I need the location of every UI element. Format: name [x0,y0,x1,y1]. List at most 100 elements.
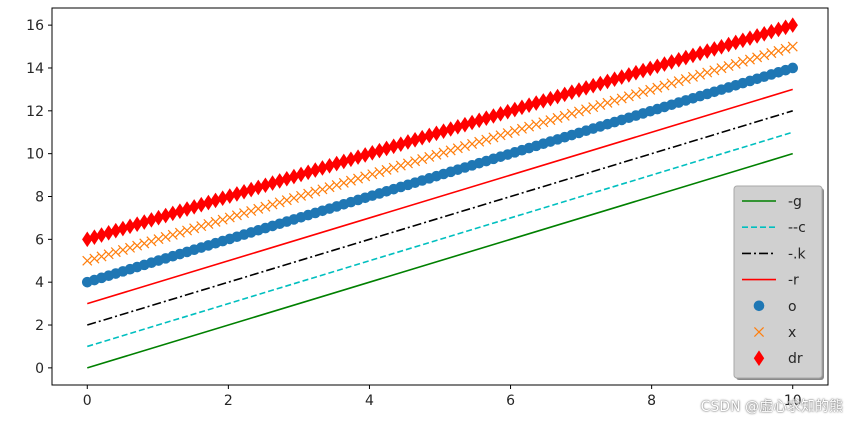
data-point [659,80,670,91]
legend-handle [753,350,765,366]
data-point [224,212,235,223]
data-point [566,84,578,101]
data-point [759,50,770,61]
data-point [680,73,691,85]
legend: -g --c -.k -r ox dr [733,185,824,380]
data-point [395,160,406,171]
data-point [502,128,513,139]
data-point [402,158,413,169]
data-point [695,69,706,80]
series-line-k [87,110,793,326]
data-point [538,117,549,128]
data-point [666,54,677,70]
y-tick-label: 6 [35,232,44,248]
data-point [488,132,499,143]
data-point [139,238,150,249]
data-point [103,225,114,241]
data-point [673,76,684,87]
data-point [274,173,285,189]
data-point [203,194,214,211]
legend-handle [753,326,765,338]
data-point [331,180,342,191]
data-point [424,127,435,144]
data-point [445,121,456,137]
data-point [381,140,392,157]
data-point [730,34,741,51]
data-point [267,199,278,210]
data-point [288,168,300,185]
y-tick-label: 12 [26,104,44,120]
data-point [616,93,627,104]
data-point [773,45,784,56]
axis-ticks: 0 2 4 6 8 10 0 2 4 6 8 10 12 14 16 [26,18,801,409]
data-point [687,71,698,82]
data-point [530,95,542,111]
data-point [295,166,307,183]
data-point [132,240,143,251]
data-point [210,216,221,227]
data-point [780,43,791,54]
data-point [117,220,129,237]
y-tick-label: 14 [26,61,44,77]
data-point [431,149,442,160]
data-point [303,188,314,199]
data-point [673,51,684,68]
x-tick-label: 8 [647,393,656,409]
data-point [174,227,185,238]
data-point [181,201,193,217]
data-point [381,164,392,175]
data-point [580,80,592,96]
data-point [167,205,178,222]
data-point [317,160,328,176]
data-point [245,181,257,198]
data-point [96,227,107,243]
data-point [274,197,285,208]
data-point [516,99,528,116]
data-point [787,41,798,52]
x-tick-label: 4 [365,393,374,409]
data-point [723,36,734,53]
y-tick-label: 0 [35,361,44,377]
data-point [203,218,214,230]
data-point [82,231,93,248]
data-point [552,112,563,123]
data-point [153,234,164,245]
data-point [702,43,713,59]
data-point [367,144,378,161]
data-point [89,229,100,245]
data-point [110,222,121,239]
data-point [694,45,706,62]
data-point [82,255,93,266]
data-point [716,38,727,55]
data-point [709,65,720,76]
data-point [167,229,178,240]
data-point [573,106,584,117]
data-point [716,63,727,74]
x-tick-label: 10 [784,393,802,409]
data-point [751,28,763,44]
data-point [652,58,663,75]
data-point [645,60,656,77]
data-point [96,251,107,262]
data-point [566,108,577,119]
x-tick-label: 0 [83,393,92,409]
y-tick-label: 4 [35,275,44,291]
data-point [459,141,470,152]
watermark: CSDN @虚心求知的熊 [700,399,843,415]
data-point [231,186,243,202]
data-point [737,32,749,49]
data-point [438,123,449,139]
data-point [395,136,407,152]
series-markers-dr [82,17,798,248]
x-tick-label: 2 [224,393,233,409]
data-point [217,214,228,225]
series-line-c [87,131,793,348]
data-point [687,47,699,64]
data-point [602,73,613,90]
data-point [196,221,207,232]
data-point [217,190,228,207]
data-point [124,218,136,235]
data-point [324,182,335,193]
data-point [509,101,521,118]
data-point [581,104,592,115]
